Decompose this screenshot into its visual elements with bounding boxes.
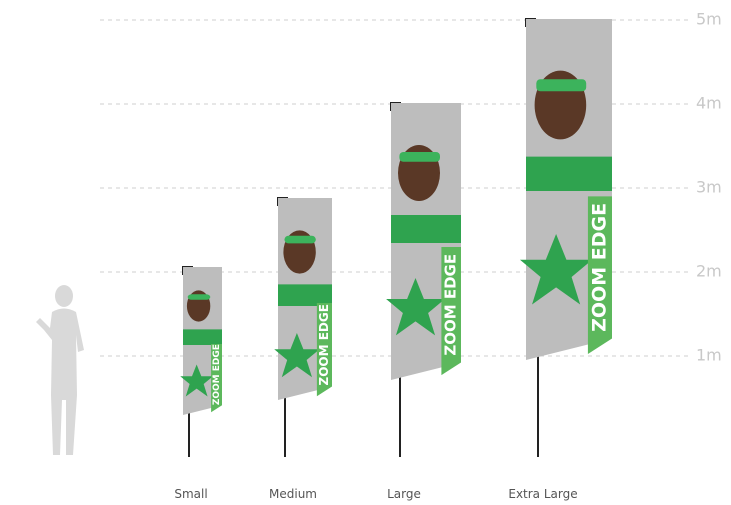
size-label: Large [387, 487, 421, 501]
size-label: Medium [269, 487, 317, 501]
photo-scarf [278, 284, 332, 306]
scale-label: 5m [696, 10, 722, 29]
brand-text: ZOOM EDGE [212, 344, 222, 405]
brand-text: ZOOM EDGE [317, 304, 331, 385]
flag: ZOOM EDGE [274, 198, 332, 457]
scale-label: 1m [696, 346, 722, 365]
flag: ZOOM EDGE [520, 19, 612, 457]
photo-scarf [391, 215, 461, 243]
flag: ZOOM EDGE [180, 267, 222, 457]
scale-label: 2m [696, 262, 722, 281]
flag: ZOOM EDGE [386, 103, 461, 457]
photo-goggles [284, 236, 315, 244]
photo-goggles [399, 152, 440, 162]
size-guide: 1m 2m 3m 4m 5m ZOOM EDGE Small ZOOM EDGE Medium Z… [0, 0, 731, 505]
size-label: Small [174, 487, 207, 501]
scale-label: 4m [696, 94, 722, 113]
photo-goggles [188, 294, 211, 299]
photo-goggles [536, 79, 586, 91]
brand-text: ZOOM EDGE [588, 203, 610, 332]
photo-scarf [526, 157, 612, 191]
size-label: Extra Large [508, 487, 577, 501]
person-silhouette [36, 285, 84, 455]
photo-scarf [183, 329, 222, 345]
scale-label: 3m [696, 178, 722, 197]
brand-text: ZOOM EDGE [442, 254, 460, 356]
